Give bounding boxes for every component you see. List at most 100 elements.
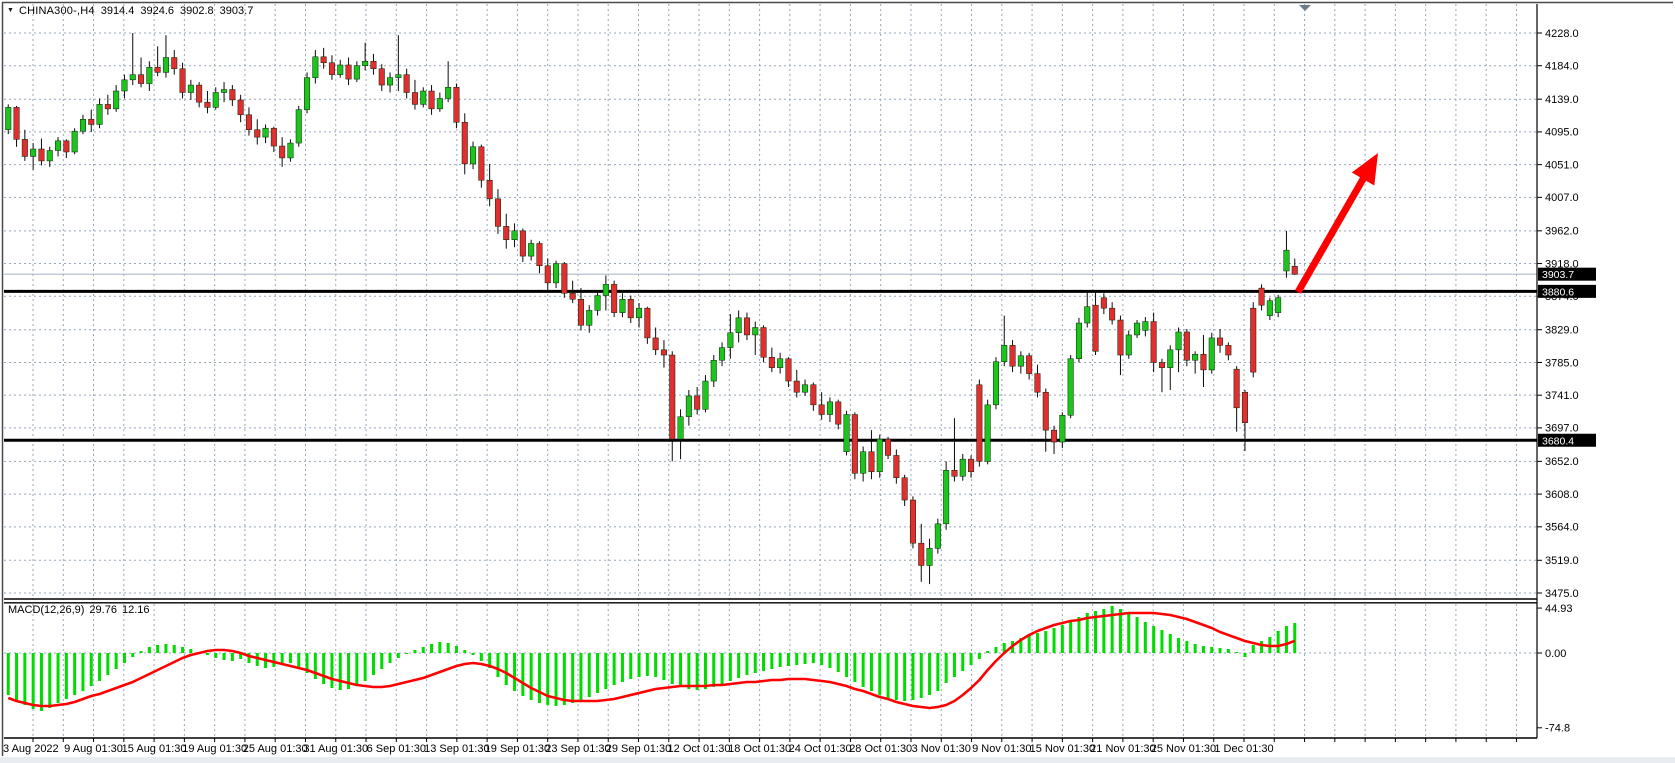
bear-candle: [1092, 304, 1099, 352]
bull-candle: [1283, 249, 1290, 272]
bull-candle: [777, 358, 784, 368]
bull-candle: [636, 307, 643, 319]
bull-candle: [445, 87, 452, 99]
bull-candle: [511, 230, 518, 240]
bull-candle: [470, 146, 477, 165]
bear-candle: [403, 74, 410, 93]
time-tick-label: 9 Nov 01:30: [972, 743, 1031, 755]
bear-candle: [88, 119, 95, 125]
time-tick-label: 29 Sep 01:30: [606, 743, 671, 755]
bear-candle: [519, 230, 526, 257]
bear-candle: [785, 358, 792, 382]
time-tick-label: 13 Sep 01:30: [424, 743, 489, 755]
time-tick-label: 9 Aug 01:30: [64, 743, 123, 755]
bull-candle: [619, 298, 626, 313]
chart-shift-marker-icon: [1299, 5, 1311, 11]
bull-candle: [959, 458, 966, 477]
bear-candle: [1026, 355, 1033, 374]
svg-text:3680.4: 3680.4: [1542, 435, 1574, 447]
level-price-tag: [1538, 284, 1596, 298]
bear-candle: [1100, 297, 1107, 309]
bear-candle: [237, 99, 244, 116]
bear-candle: [569, 293, 576, 300]
bear-candle: [38, 148, 45, 162]
bull-candle: [1017, 355, 1024, 367]
bull-candle: [984, 404, 991, 462]
bear-candle: [544, 265, 551, 284]
bear-candle: [1250, 307, 1257, 373]
bear-candle: [627, 298, 634, 319]
bull-candle: [735, 317, 742, 333]
bear-candle: [885, 438, 892, 456]
bear-candle: [951, 470, 958, 477]
price-tick-label: 4184.0: [1545, 61, 1579, 73]
bull-candle: [1208, 337, 1215, 371]
bear-candle: [461, 121, 468, 165]
bull-candle: [860, 451, 867, 474]
bear-candle: [868, 451, 875, 473]
bull-candle: [719, 347, 726, 361]
bear-candle: [1225, 345, 1232, 356]
macd-axis: 44.93 0.00 -74.8: [1537, 603, 1573, 735]
time-tick-label: 3 Nov 01:30: [912, 743, 971, 755]
price-axis[interactable]: 4228.0 4184.0 4139.0 4095.0 4051.0 4007.0 3962…: [1537, 28, 1579, 600]
time-tick-label: 25 Nov 01:30: [1151, 743, 1216, 755]
price-tick-label: 3785.0: [1545, 357, 1579, 369]
time-tick-label: 1 Dec 01:30: [1214, 743, 1273, 755]
bear-candle: [1117, 319, 1124, 356]
price-tick-label: 3475.0: [1545, 588, 1579, 600]
bear-candle: [835, 401, 842, 425]
bull-candle: [262, 127, 269, 138]
bull-candle: [436, 98, 443, 110]
bull-candle: [287, 142, 294, 159]
bull-candle: [146, 66, 153, 84]
bear-candle: [279, 145, 286, 159]
horizontal-level-lines: [4, 273, 1537, 442]
bear-candle: [503, 226, 510, 240]
bear-candle: [320, 56, 327, 63]
bear-candle: [1183, 331, 1190, 361]
bull-candle: [752, 327, 759, 336]
bear-candle: [768, 357, 775, 368]
bull-candle: [221, 89, 228, 93]
price-tick-label: 3962.0: [1545, 226, 1579, 238]
bull-candle: [1125, 334, 1132, 356]
bull-candle: [96, 104, 103, 125]
bear-candle: [104, 104, 111, 110]
bear-candle: [1051, 429, 1058, 443]
bull-candle: [212, 92, 219, 108]
time-tick-label: 18 Oct 01:30: [728, 743, 791, 755]
bull-candle: [304, 77, 311, 110]
bear-candle: [1258, 287, 1265, 306]
bull-candle: [594, 295, 601, 311]
bear-candle: [378, 68, 385, 86]
bear-candle: [976, 384, 983, 462]
bear-candle: [909, 499, 916, 544]
trend-arrow-annotation: [1294, 153, 1378, 294]
time-tick-label: 19 Aug 01:30: [182, 743, 247, 755]
bear-candle: [536, 243, 543, 267]
bull-candle: [5, 107, 12, 130]
bear-candle: [743, 317, 750, 336]
quote-low: 3902.8: [180, 4, 214, 17]
bull-candle: [710, 359, 717, 382]
bull-candle: [1134, 322, 1141, 336]
bull-candle: [528, 243, 535, 257]
price-tick-label: 3741.0: [1545, 390, 1579, 402]
bull-candle: [312, 56, 319, 78]
quote-bar: ▼ CHINA300-,H4 3914.4 3924.6 3902.8 3903…: [7, 4, 253, 17]
bear-candle: [1200, 354, 1207, 371]
symbol-dropdown-icon[interactable]: ▼: [7, 7, 14, 14]
bull-candle: [843, 414, 850, 452]
bull-candle: [1175, 331, 1182, 351]
bull-candle: [727, 332, 734, 348]
macd-name: MACD(12,26,9): [8, 604, 85, 616]
price-tick-label: 3608.0: [1545, 489, 1579, 501]
bull-candle: [1192, 354, 1199, 361]
bear-candle: [1109, 307, 1116, 321]
time-tick-label: 19 Sep 01:30: [485, 743, 550, 755]
price-tick-label: 4007.0: [1545, 192, 1579, 204]
bear-candle: [428, 90, 435, 110]
